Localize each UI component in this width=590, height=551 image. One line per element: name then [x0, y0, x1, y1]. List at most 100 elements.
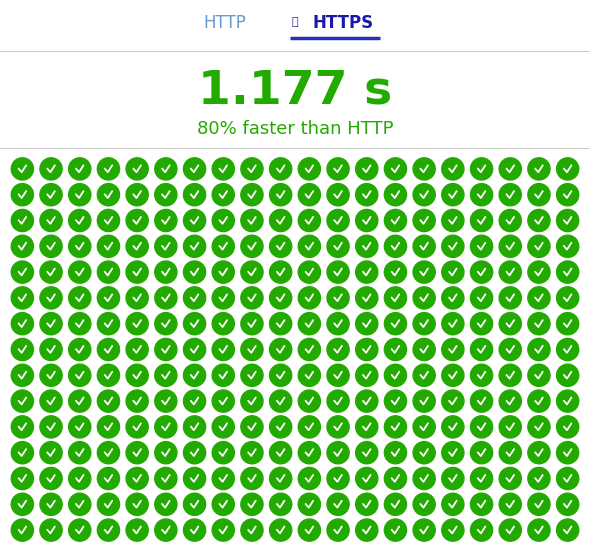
Circle shape [470, 183, 493, 206]
Circle shape [299, 519, 320, 541]
Circle shape [356, 364, 378, 386]
Circle shape [528, 287, 550, 309]
Circle shape [499, 183, 522, 206]
Circle shape [442, 364, 464, 386]
Circle shape [183, 235, 206, 257]
Circle shape [68, 390, 91, 412]
Circle shape [413, 364, 435, 386]
Circle shape [155, 519, 177, 541]
Circle shape [68, 287, 91, 309]
Circle shape [11, 519, 34, 541]
Circle shape [68, 441, 91, 464]
Circle shape [212, 261, 234, 283]
Circle shape [413, 209, 435, 231]
Circle shape [442, 519, 464, 541]
Circle shape [126, 364, 148, 386]
Circle shape [556, 519, 579, 541]
Circle shape [68, 519, 91, 541]
Circle shape [470, 493, 493, 515]
Circle shape [528, 364, 550, 386]
Circle shape [356, 390, 378, 412]
Circle shape [126, 183, 148, 206]
Circle shape [470, 364, 493, 386]
Circle shape [470, 338, 493, 360]
Circle shape [327, 467, 349, 490]
Circle shape [212, 235, 234, 257]
Circle shape [499, 235, 522, 257]
Circle shape [212, 158, 234, 180]
Circle shape [528, 158, 550, 180]
Circle shape [40, 364, 62, 386]
Circle shape [299, 390, 320, 412]
Circle shape [499, 261, 522, 283]
Circle shape [442, 209, 464, 231]
Circle shape [556, 338, 579, 360]
Circle shape [327, 183, 349, 206]
Circle shape [183, 338, 206, 360]
Circle shape [299, 287, 320, 309]
Circle shape [183, 467, 206, 490]
Circle shape [68, 235, 91, 257]
Circle shape [356, 287, 378, 309]
Circle shape [413, 338, 435, 360]
Circle shape [270, 364, 291, 386]
Circle shape [126, 235, 148, 257]
Circle shape [212, 364, 234, 386]
Circle shape [528, 261, 550, 283]
Circle shape [299, 416, 320, 438]
Circle shape [155, 183, 177, 206]
Circle shape [499, 364, 522, 386]
Circle shape [40, 467, 62, 490]
Circle shape [327, 390, 349, 412]
Circle shape [40, 390, 62, 412]
Circle shape [126, 312, 148, 335]
Circle shape [183, 287, 206, 309]
Circle shape [499, 158, 522, 180]
Circle shape [212, 312, 234, 335]
Circle shape [327, 209, 349, 231]
Circle shape [413, 235, 435, 257]
Circle shape [356, 209, 378, 231]
Circle shape [556, 312, 579, 335]
Circle shape [528, 519, 550, 541]
Circle shape [356, 158, 378, 180]
Circle shape [155, 158, 177, 180]
Circle shape [212, 183, 234, 206]
Circle shape [97, 209, 120, 231]
Circle shape [356, 519, 378, 541]
Circle shape [241, 416, 263, 438]
Circle shape [442, 235, 464, 257]
Circle shape [40, 287, 62, 309]
Circle shape [40, 183, 62, 206]
Circle shape [356, 261, 378, 283]
Circle shape [356, 338, 378, 360]
Circle shape [556, 390, 579, 412]
Circle shape [11, 209, 34, 231]
Circle shape [11, 416, 34, 438]
Circle shape [40, 235, 62, 257]
Circle shape [97, 364, 120, 386]
Circle shape [499, 390, 522, 412]
Circle shape [270, 416, 291, 438]
Circle shape [384, 209, 407, 231]
Circle shape [97, 312, 120, 335]
Circle shape [11, 467, 34, 490]
Circle shape [155, 467, 177, 490]
Circle shape [327, 287, 349, 309]
Circle shape [384, 467, 407, 490]
Circle shape [327, 519, 349, 541]
Circle shape [556, 261, 579, 283]
Circle shape [11, 364, 34, 386]
Circle shape [327, 235, 349, 257]
Circle shape [299, 235, 320, 257]
Circle shape [40, 338, 62, 360]
Circle shape [528, 183, 550, 206]
Circle shape [556, 235, 579, 257]
Circle shape [11, 312, 34, 335]
Circle shape [470, 235, 493, 257]
Circle shape [470, 467, 493, 490]
Circle shape [97, 235, 120, 257]
Circle shape [442, 287, 464, 309]
Circle shape [470, 209, 493, 231]
Circle shape [356, 416, 378, 438]
